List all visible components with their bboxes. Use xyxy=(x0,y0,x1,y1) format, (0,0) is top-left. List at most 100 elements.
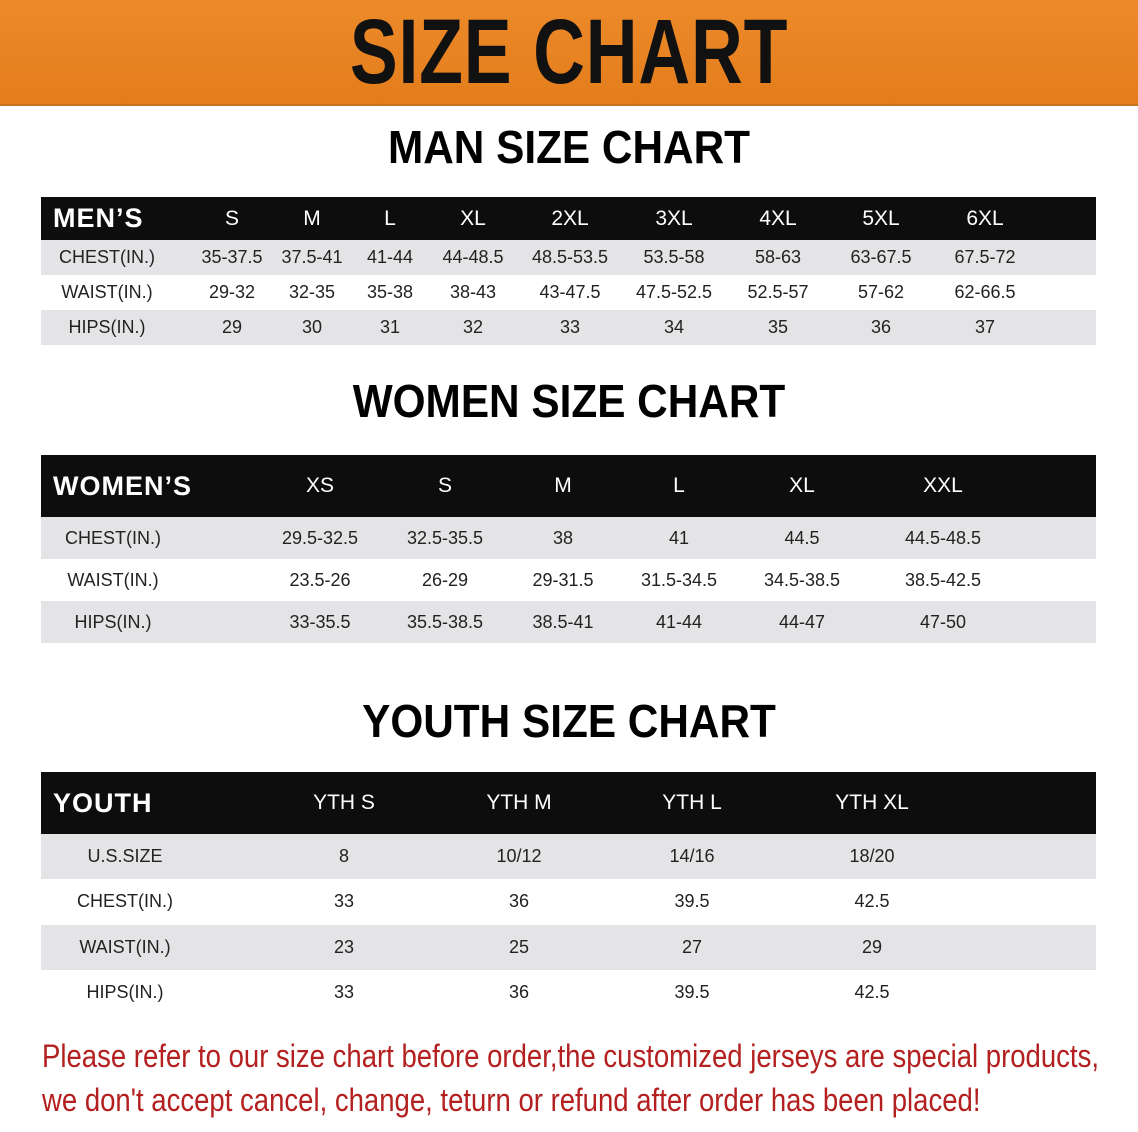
header-size-label: YTH S xyxy=(313,791,375,814)
youth-table-header: YOUTH YTH S YTH M YTH L YTH XL xyxy=(41,772,1096,834)
measurement-cell: 44-47 xyxy=(778,611,826,632)
measurement-cell: 44.5 xyxy=(784,527,820,548)
table-row: CHEST(IN.) 35-37.5 37.5-41 41-44 44-48.5 48.5… xyxy=(41,240,1096,275)
table-row: HIPS(IN.) 33-35.5 35.5-38.5 38.5-41 41-44 44-… xyxy=(41,601,1096,643)
measurement-cell: 42.5 xyxy=(854,982,890,1003)
table-row: WAIST(IN.) 23.5-26 26-29 29-31.5 31.5-34.5 34… xyxy=(41,559,1096,601)
measurement-cell: 47-50 xyxy=(919,611,967,632)
measurement-cell: 33 xyxy=(333,982,355,1003)
header-size-label: XL xyxy=(789,474,815,497)
measurement-cell: 44.5-48.5 xyxy=(904,527,982,548)
measurement-cell: 34.5-38.5 xyxy=(763,569,841,590)
notice-line-2: we don't accept cancel, change, teturn o… xyxy=(42,1082,981,1118)
measurement-cell: 42.5 xyxy=(854,891,890,912)
measurement-cell: 33 xyxy=(559,317,581,337)
measurement-cell: 58-63 xyxy=(754,247,802,267)
women-table-header: WOMEN’S XS S M L XL XXL xyxy=(41,455,1096,517)
measurement-cell: 10/12 xyxy=(496,846,542,867)
measurement-cell: 8 xyxy=(338,846,350,867)
table-row: CHEST(IN.) 29.5-32.5 32.5-35.5 38 41 44.5 44.5… xyxy=(41,517,1096,559)
measurement-cell: 37.5-41 xyxy=(281,247,343,267)
measurement-cell: 67.5-72 xyxy=(954,247,1016,267)
row-label: HIPS(IN.) xyxy=(86,982,164,1003)
header-category-label: MEN’S xyxy=(53,203,144,233)
table-row: CHEST(IN.) 33 36 39.5 42.5 xyxy=(41,879,1096,925)
measurement-cell: 26-29 xyxy=(421,569,469,590)
measurement-cell: 34 xyxy=(663,317,685,337)
measurement-cell: 38.5-41 xyxy=(532,611,594,632)
row-label: CHEST(IN.) xyxy=(77,891,173,912)
measurement-cell: 31.5-34.5 xyxy=(640,569,718,590)
measurement-cell: 35-37.5 xyxy=(201,247,263,267)
measurement-cell: 29-31.5 xyxy=(532,569,594,590)
measurement-cell: 32.5-35.5 xyxy=(406,527,484,548)
banner-title: SIZE CHART xyxy=(349,1,789,103)
measurement-cell: 43-47.5 xyxy=(539,282,601,302)
measurement-cell: 25 xyxy=(508,936,530,957)
header-size-label: M xyxy=(554,474,572,497)
measurement-cell: 57-62 xyxy=(857,282,905,302)
women-section-title: WOMEN SIZE CHART xyxy=(352,375,786,427)
measurement-cell: 37 xyxy=(974,317,996,337)
measurement-cell: 32-35 xyxy=(288,282,336,302)
header-size-label: S xyxy=(437,474,453,497)
notice-line-1: Please refer to our size chart before or… xyxy=(42,1038,1099,1074)
measurement-cell: 32 xyxy=(462,317,484,337)
measurement-cell: 23 xyxy=(333,936,355,957)
header-size-label: 3XL xyxy=(655,206,693,230)
table-row: WAIST(IN.) 23 25 27 29 xyxy=(41,924,1096,970)
measurement-cell: 29 xyxy=(221,317,243,337)
measurement-cell: 36 xyxy=(508,891,530,912)
measurement-cell: 41-44 xyxy=(655,611,703,632)
header-size-label: XS xyxy=(305,474,335,497)
measurement-cell: 47.5-52.5 xyxy=(635,282,713,302)
row-label: U.S.SIZE xyxy=(87,846,163,867)
measurement-cell: 36 xyxy=(508,982,530,1003)
row-label: HIPS(IN.) xyxy=(68,317,146,337)
header-size-label: 4XL xyxy=(759,206,797,230)
measurement-cell: 36 xyxy=(870,317,892,337)
measurement-cell: 35 xyxy=(767,317,789,337)
youth-section-title: YOUTH SIZE CHART xyxy=(362,695,776,747)
measurement-cell: 23.5-26 xyxy=(289,569,351,590)
header-size-label: YTH M xyxy=(486,791,552,814)
measurement-cell: 35-38 xyxy=(366,282,414,302)
measurement-cell: 30 xyxy=(301,317,323,337)
measurement-cell: 62-66.5 xyxy=(954,282,1016,302)
header-size-label: 2XL xyxy=(551,206,589,230)
measurement-cell: 27 xyxy=(681,936,703,957)
header-size-label: L xyxy=(673,474,685,497)
row-label: WAIST(IN.) xyxy=(79,936,171,957)
measurement-cell: 39.5 xyxy=(674,982,710,1003)
men-size-table: MEN’S S M L XL 2XL 3XL 4XL 5XL 6XL CHEST(IN.) 35-37… xyxy=(41,197,1096,345)
row-label: CHEST(IN.) xyxy=(65,527,161,548)
measurement-cell: 38 xyxy=(552,527,574,548)
measurement-cell: 53.5-58 xyxy=(643,247,705,267)
women-size-table: WOMEN’S XS S M L XL XXL CHEST(IN.) 29.5-32.5 32.5… xyxy=(41,455,1096,643)
measurement-cell: 41 xyxy=(668,527,690,548)
size-chart-banner: SIZE CHART xyxy=(0,0,1138,106)
men-section-title: MAN SIZE CHART xyxy=(387,121,751,173)
measurement-cell: 33-35.5 xyxy=(289,611,351,632)
measurement-cell: 39.5 xyxy=(674,891,710,912)
row-label: WAIST(IN.) xyxy=(61,282,153,302)
measurement-cell: 38-43 xyxy=(449,282,497,302)
measurement-cell: 63-67.5 xyxy=(850,247,912,267)
table-row: HIPS(IN.) 33 36 39.5 42.5 xyxy=(41,969,1096,1016)
youth-size-table: YOUTH YTH S YTH M YTH L YTH XL U.S.SIZE 8 10/12… xyxy=(41,772,1096,1016)
header-size-label: YTH XL xyxy=(835,791,909,814)
measurement-cell: 29-32 xyxy=(208,282,256,302)
header-size-label: 6XL xyxy=(966,206,1004,230)
men-table-header: MEN’S S M L XL 2XL 3XL 4XL 5XL 6XL xyxy=(41,197,1096,240)
measurement-cell: 14/16 xyxy=(669,846,715,867)
header-category-label: WOMEN’S xyxy=(53,470,192,501)
measurement-cell: 33 xyxy=(333,891,355,912)
table-row: WAIST(IN.) 29-32 32-35 35-38 38-43 43-47.5 47.… xyxy=(41,275,1096,310)
measurement-cell: 41-44 xyxy=(366,247,414,267)
row-label: HIPS(IN.) xyxy=(74,611,152,632)
measurement-cell: 52.5-57 xyxy=(747,282,809,302)
header-size-label: M xyxy=(303,206,321,230)
row-label: CHEST(IN.) xyxy=(59,247,155,267)
row-label: WAIST(IN.) xyxy=(67,569,159,590)
header-size-label: XL xyxy=(460,206,486,230)
